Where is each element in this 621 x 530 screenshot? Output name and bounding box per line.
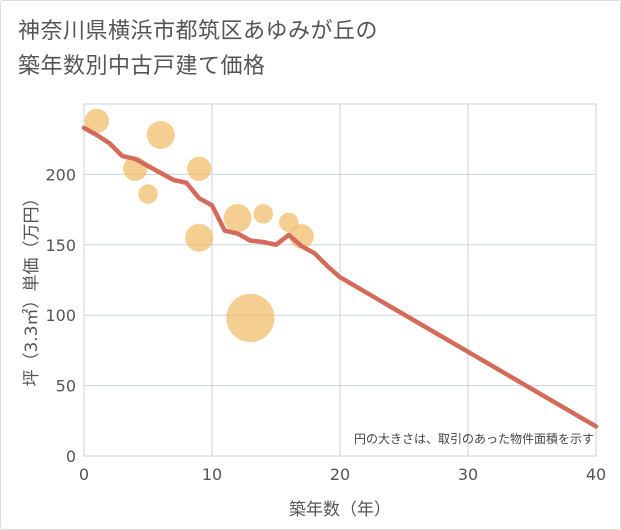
scatter-point xyxy=(253,204,273,224)
chart-title: 神奈川県横浜市都筑区あゆみが丘の 築年数別中古戸建て価格 xyxy=(18,14,378,84)
scatter-point xyxy=(138,184,158,204)
scatter-point xyxy=(226,293,275,343)
scatter-point xyxy=(146,120,175,149)
chart-title-line-1: 神奈川県横浜市都筑区あゆみが丘の xyxy=(18,19,379,44)
bubble-size-note: 円の大きさは、取引のあった物件面積を示す xyxy=(354,431,594,446)
x-tick-label: 0 xyxy=(79,465,89,484)
y-tick-label: 100 xyxy=(45,306,76,325)
y-tick-label: 200 xyxy=(45,165,76,184)
scatter-point xyxy=(185,223,214,252)
y-tick-label: 50 xyxy=(56,377,76,396)
scatter-point xyxy=(187,156,212,181)
x-tick-label: 20 xyxy=(330,465,350,484)
y-tick-label: 150 xyxy=(45,236,76,255)
y-tick-label: 0 xyxy=(66,447,76,466)
x-tick-label: 40 xyxy=(586,465,606,484)
trend-line-group xyxy=(81,125,599,429)
scatter-points xyxy=(84,108,314,343)
grid-lines xyxy=(83,103,597,457)
chart-title-line-2: 築年数別中古戸建て価格 xyxy=(18,54,266,79)
x-tick-label: 30 xyxy=(458,465,478,484)
x-axis-title: 築年数（年） xyxy=(289,500,391,520)
y-axis-title: 坪（3.3㎡）単価（万円） xyxy=(22,189,42,386)
scatter-point xyxy=(84,108,110,134)
x-tick-label: 10 xyxy=(202,465,222,484)
scatter-point xyxy=(223,204,252,233)
tick-labels: 0 10 20 30 40 0 50 100 150 200 xyxy=(45,165,606,484)
trend-line xyxy=(81,125,599,429)
